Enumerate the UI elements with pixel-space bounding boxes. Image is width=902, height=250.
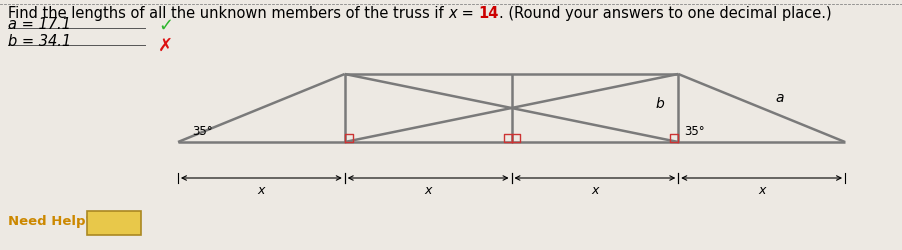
Text: Need Help?: Need Help? — [8, 216, 93, 228]
Text: x: x — [258, 184, 265, 197]
Text: a = 17.1: a = 17.1 — [8, 17, 71, 32]
Text: . (Round your answers to one decimal place.): . (Round your answers to one decimal pla… — [499, 6, 832, 21]
Text: Read It: Read It — [90, 216, 138, 230]
FancyBboxPatch shape — [87, 211, 141, 235]
Text: =: = — [457, 6, 478, 21]
Text: b: b — [656, 97, 664, 111]
Text: a: a — [776, 91, 784, 105]
Text: x: x — [758, 184, 765, 197]
Text: b = 34.1: b = 34.1 — [8, 34, 71, 49]
Text: x: x — [425, 184, 432, 197]
Text: 35°: 35° — [685, 125, 704, 138]
Text: x: x — [448, 6, 457, 21]
Text: Find the lengths of all the unknown members of the truss if: Find the lengths of all the unknown memb… — [8, 6, 448, 21]
Text: ✓: ✓ — [158, 17, 173, 35]
Text: ✗: ✗ — [158, 37, 173, 55]
Text: 14: 14 — [478, 6, 499, 21]
Text: 35°: 35° — [192, 125, 213, 138]
Text: x: x — [591, 184, 599, 197]
